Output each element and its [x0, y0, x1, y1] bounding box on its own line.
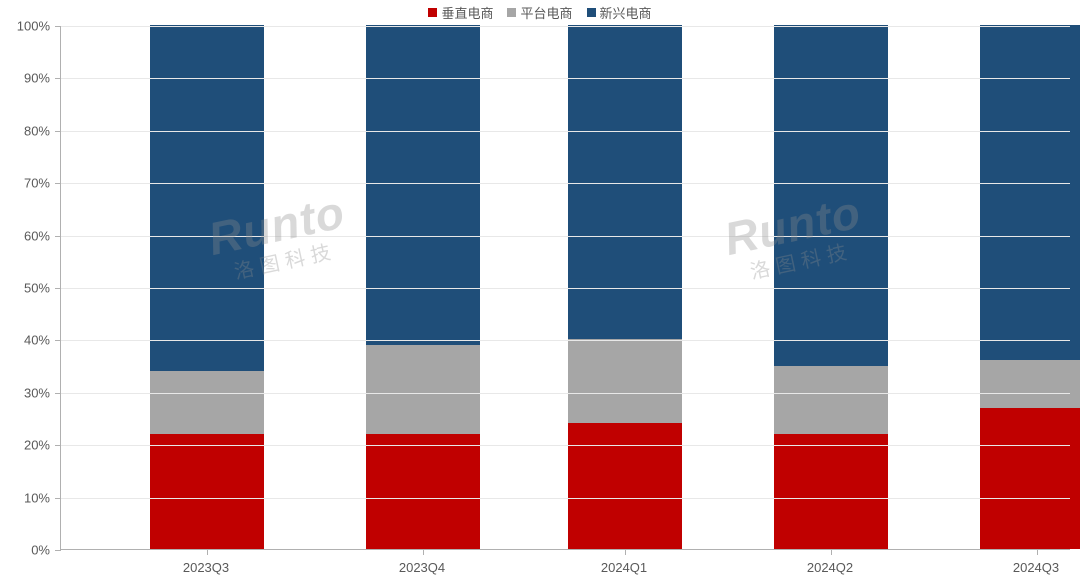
- y-axis-label: 70%: [0, 176, 50, 191]
- legend-label: 平台电商: [520, 3, 572, 22]
- x-axis-label: 2024Q2: [807, 560, 853, 575]
- legend: 垂直电商 平台电商 新兴电商: [0, 0, 1080, 20]
- legend-swatch: [587, 8, 596, 17]
- bar: [774, 25, 888, 549]
- gridline: [61, 498, 1070, 499]
- x-axis-label: 2023Q4: [399, 560, 445, 575]
- bar-segment-platform: [366, 345, 480, 434]
- bar-segment-platform: [774, 366, 888, 434]
- bar-segment-platform: [150, 371, 264, 434]
- y-tick: [55, 78, 61, 79]
- bar-segment-vertical: [980, 408, 1080, 549]
- gridline: [61, 183, 1070, 184]
- bar-segment-vertical: [366, 434, 480, 549]
- x-axis-label: 2024Q1: [601, 560, 647, 575]
- y-tick: [55, 550, 61, 551]
- gridline: [61, 340, 1070, 341]
- y-axis-label: 90%: [0, 71, 50, 86]
- y-tick: [55, 393, 61, 394]
- legend-item: 新兴电商: [587, 3, 652, 22]
- gridline: [61, 236, 1070, 237]
- gridline: [61, 288, 1070, 289]
- y-axis-label: 30%: [0, 385, 50, 400]
- y-axis-label: 50%: [0, 281, 50, 296]
- y-tick: [55, 340, 61, 341]
- gridline: [61, 26, 1070, 27]
- x-tick: [207, 549, 208, 555]
- legend-item: 垂直电商: [428, 3, 493, 22]
- bar-segment-emerging: [980, 25, 1080, 360]
- y-tick: [55, 445, 61, 446]
- y-axis-label: 60%: [0, 228, 50, 243]
- y-axis-label: 20%: [0, 438, 50, 453]
- y-axis-label: 40%: [0, 333, 50, 348]
- stacked-bar-chart: 垂直电商 平台电商 新兴电商: [0, 0, 1080, 588]
- bar-segment-vertical: [774, 434, 888, 549]
- legend-item: 平台电商: [507, 3, 572, 22]
- x-tick: [831, 549, 832, 555]
- bar: [150, 25, 264, 549]
- bar: [568, 25, 682, 549]
- x-tick: [1037, 549, 1038, 555]
- bar: [980, 25, 1080, 549]
- bar: [366, 25, 480, 549]
- y-tick: [55, 26, 61, 27]
- bar-segment-emerging: [366, 25, 480, 345]
- y-axis-label: 10%: [0, 490, 50, 505]
- x-axis-label: 2023Q3: [183, 560, 229, 575]
- y-tick: [55, 498, 61, 499]
- gridline: [61, 445, 1070, 446]
- gridline: [61, 78, 1070, 79]
- plot-area: [60, 26, 1070, 550]
- bar-segment-emerging: [150, 25, 264, 371]
- x-axis-label: 2024Q3: [1013, 560, 1059, 575]
- y-tick: [55, 236, 61, 237]
- bar-segment-emerging: [774, 25, 888, 366]
- x-tick: [423, 549, 424, 555]
- bar-segment-vertical: [150, 434, 264, 549]
- legend-label: 新兴电商: [600, 3, 652, 22]
- y-tick: [55, 183, 61, 184]
- legend-label: 垂直电商: [441, 3, 493, 22]
- bar-segment-vertical: [568, 423, 682, 549]
- gridline: [61, 393, 1070, 394]
- legend-swatch: [428, 8, 437, 17]
- y-axis-label: 100%: [0, 19, 50, 34]
- y-axis-label: 0%: [0, 543, 50, 558]
- y-axis-label: 80%: [0, 123, 50, 138]
- legend-swatch: [507, 8, 516, 17]
- bar-segment-platform: [980, 360, 1080, 407]
- x-tick: [625, 549, 626, 555]
- y-tick: [55, 131, 61, 132]
- y-tick: [55, 288, 61, 289]
- gridline: [61, 131, 1070, 132]
- bar-segment-platform: [568, 339, 682, 423]
